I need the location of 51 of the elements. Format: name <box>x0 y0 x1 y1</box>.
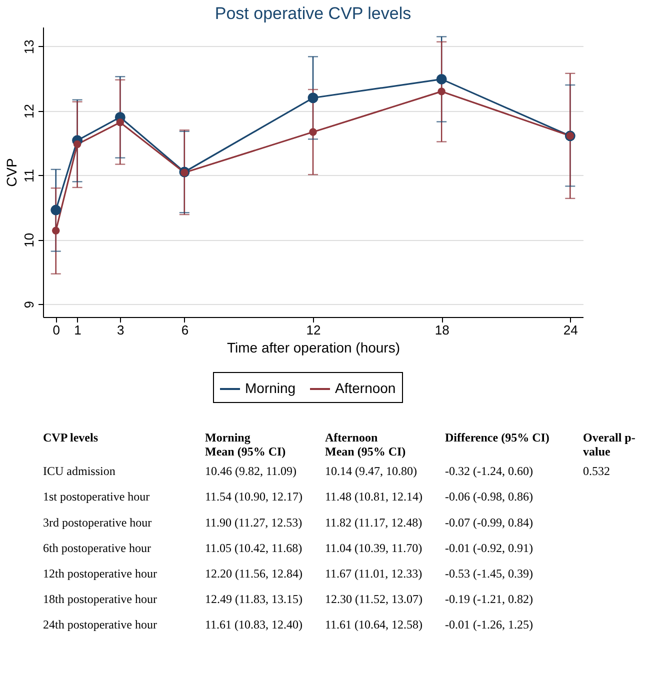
y-axis-title: CVP <box>4 158 20 187</box>
y-tick-label: 13 <box>22 40 36 54</box>
text: Morning Mean (95% CI) <box>205 430 286 458</box>
text: 12th postoperative hour <box>43 566 157 580</box>
x-tick-label: 24 <box>563 322 578 338</box>
y-tick-label: 10 <box>22 232 36 248</box>
text: 0.532 <box>583 464 610 478</box>
x-tick-label: 18 <box>434 322 450 338</box>
x-tick-label: 0 <box>52 322 60 338</box>
text: 12.30 (11.52, 13.07) <box>325 592 423 606</box>
text: CVP levels <box>43 430 98 444</box>
text: -0.06 (-0.98, 0.86) <box>445 490 533 504</box>
text: 11.90 (11.27, 12.53) <box>205 515 302 530</box>
text: -0.32 (-1.24, 0.60) <box>445 464 533 478</box>
text: 3rd postoperative hour <box>43 515 152 530</box>
x-tick-label: 6 <box>181 322 189 338</box>
text: Difference (95% CI) <box>445 430 550 444</box>
x-tick-label: 12 <box>306 322 321 338</box>
chart-title: Post operative CVP levels <box>214 4 412 23</box>
text: -0.07 (-0.99, 0.84) <box>445 515 533 530</box>
text: 11.48 (10.81, 12.14) <box>325 490 423 504</box>
text: -0.53 (-1.45, 0.39) <box>445 566 533 580</box>
text: 11.82 (11.17, 12.48) <box>325 515 422 530</box>
legend-label: Morning <box>245 380 296 396</box>
text: 6th postoperative hour <box>43 540 151 555</box>
text: 11.61 (10.64, 12.58) <box>325 618 423 632</box>
text: 10.14 (9.47, 10.80) <box>325 464 417 478</box>
text: 11.54 (10.90, 12.17) <box>205 490 303 504</box>
text: -0.01 (-1.26, 1.25) <box>445 618 533 632</box>
text: 11.67 (11.01, 12.33) <box>325 566 422 580</box>
text: ICU admission <box>43 464 116 478</box>
legend-label: Afternoon <box>335 380 396 396</box>
x-tick-label: 3 <box>117 322 124 338</box>
text: 12.49 (11.83, 13.15) <box>205 592 303 606</box>
text: 10.46 (9.82, 11.09) <box>205 464 297 478</box>
y-tick-label: 9 <box>22 300 36 308</box>
y-tick-label: 12 <box>22 104 36 119</box>
text: 12.20 (11.56, 12.84) <box>205 566 303 580</box>
x-axis-title: Time after operation (hours) <box>227 340 400 356</box>
text: 1st postoperative hour <box>43 490 150 504</box>
text: Afternoon Mean (95% CI) <box>325 430 406 458</box>
text: 11.05 (10.42, 11.68) <box>205 540 302 555</box>
y-tick-label: 11 <box>22 168 36 182</box>
text: -0.19 (-1.21, 0.82) <box>445 592 533 606</box>
text: 11.04 (10.39, 11.70) <box>325 540 422 555</box>
text: 18th postoperative hour <box>43 592 157 606</box>
text: 11.61 (10.83, 12.40) <box>205 618 303 632</box>
text: Overall p- value <box>583 430 636 458</box>
x-tick-label: 1 <box>74 322 82 338</box>
text: 24th postoperative hour <box>43 618 157 632</box>
text: -0.01 (-0.92, 0.91) <box>445 540 533 555</box>
